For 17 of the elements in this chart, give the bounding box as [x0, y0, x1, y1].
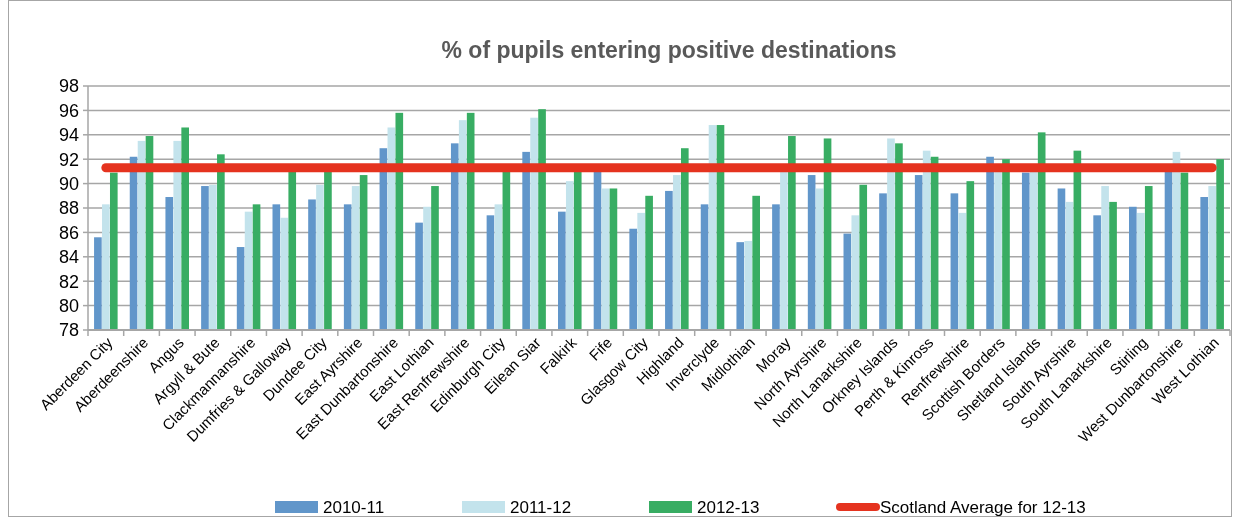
y-tick-label: 80 — [58, 295, 79, 316]
y-tick-label: 94 — [58, 125, 79, 146]
y-tick-label: 90 — [58, 173, 79, 194]
legend-label: 2011-12 — [510, 498, 572, 517]
y-tick-label: 96 — [58, 100, 79, 121]
y-tick-label: 84 — [58, 247, 79, 268]
legend-label: Scotland Average for 12-13 — [880, 498, 1086, 517]
y-tick-label: 98 — [58, 76, 79, 97]
y-tick-label: 88 — [58, 198, 79, 219]
chart-title: % of pupils entering positive destinations — [441, 37, 897, 63]
y-tick-label: 82 — [58, 271, 79, 292]
y-tick-label: 92 — [58, 149, 79, 170]
legend-label: 2012-13 — [697, 498, 760, 517]
legend-label: 2010-11 — [323, 498, 385, 517]
x-tick-label: Fife — [585, 333, 616, 364]
y-tick-label: 86 — [58, 222, 79, 243]
y-tick-label: 78 — [58, 320, 79, 341]
